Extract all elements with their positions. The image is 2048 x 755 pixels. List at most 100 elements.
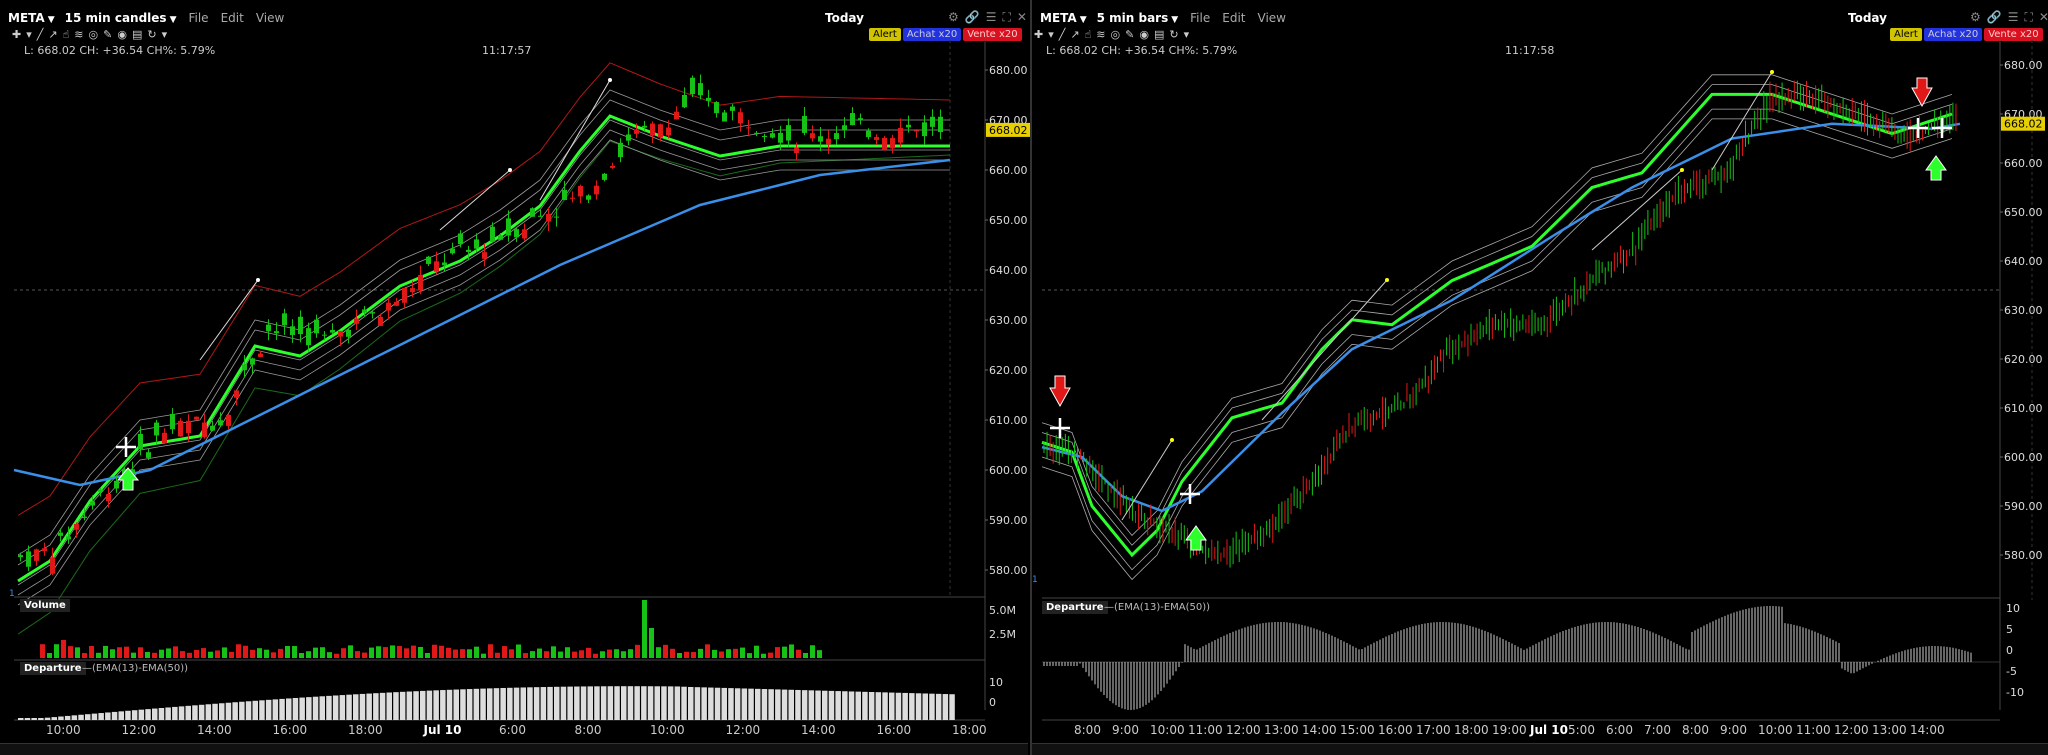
brush-icon[interactable]: ✎ [1125, 28, 1135, 41]
candle-body [298, 316, 303, 335]
departure-bar [292, 698, 299, 720]
candle-body [482, 252, 487, 259]
pointer-icon[interactable]: ☝ [62, 28, 70, 41]
departure-bar [909, 693, 915, 720]
volume-bar [285, 645, 290, 658]
volume-bar [173, 646, 178, 658]
menu-view[interactable]: View [1257, 11, 1286, 25]
dropdown-icon[interactable]: ▾ [1183, 28, 1190, 41]
volume-bar [775, 647, 780, 658]
volume-bar [54, 644, 59, 658]
dropdown-icon[interactable]: ▾ [26, 28, 32, 41]
volume-bar [75, 647, 80, 658]
departure-bar [78, 714, 84, 720]
arrow-icon[interactable]: ↗ [1070, 28, 1080, 41]
close-icon[interactable]: ✕ [2038, 10, 2048, 24]
eye-icon[interactable]: ◉ [1139, 28, 1149, 41]
departure-bar [386, 692, 392, 720]
time-tick-label: 12:00 [1226, 723, 1261, 737]
volume-bar [432, 644, 437, 658]
volume-bar [159, 649, 164, 658]
today-button[interactable]: Today [1848, 11, 1887, 25]
departure-bar [326, 695, 332, 720]
expand-icon[interactable]: ⛶ [1002, 10, 1011, 24]
gear-icon[interactable]: ⚙ [948, 10, 959, 24]
today-button[interactable]: Today [825, 11, 864, 25]
candle-body [234, 390, 239, 398]
menu-edit[interactable]: Edit [1222, 11, 1246, 25]
symbol-selector[interactable]: META ▼ [8, 11, 55, 25]
time-tick-label: 19:00 [1492, 723, 1527, 737]
timeframe-selector[interactable]: 15 min candles ▼ [65, 11, 177, 25]
price-chart-left[interactable]: 680.00670.00660.00650.00640.00630.00620.… [0, 0, 1030, 755]
expand-icon[interactable]: ⛶ [2024, 10, 2033, 24]
symbol-selector[interactable]: META ▼ [1040, 11, 1087, 25]
departure-bar [453, 689, 459, 720]
eye-icon[interactable]: ◉ [117, 28, 127, 41]
menu-edit[interactable]: Edit [220, 11, 244, 25]
buy-arrow-icon [1185, 525, 1207, 551]
brush-icon[interactable]: ✎ [103, 28, 113, 41]
link-icon[interactable]: 🔗 [964, 10, 980, 24]
price-chart-right[interactable]: 680.00670.00660.00650.00640.00630.00620.… [1032, 0, 2048, 755]
layers-icon[interactable]: ▤ [131, 28, 143, 41]
pointer-icon[interactable]: ☝ [1084, 28, 1092, 41]
volume-bar [516, 644, 521, 658]
dropdown-icon[interactable]: ▾ [161, 28, 168, 41]
crosshair-icon[interactable]: ✚ [1034, 28, 1044, 41]
menu-file[interactable]: File [1190, 11, 1211, 25]
menu-file[interactable]: File [188, 11, 209, 25]
link-icon[interactable]: 🔗 [1986, 10, 2002, 24]
candle-body [578, 186, 583, 197]
fib-icon[interactable]: ≋ [1096, 28, 1106, 41]
candle-body [138, 433, 143, 449]
candle-body [490, 226, 495, 242]
candle-body [370, 312, 375, 314]
volume-bar [719, 651, 724, 658]
departure-bar [239, 701, 245, 720]
sell-button[interactable]: Vente x20 [963, 28, 1022, 41]
departure-bar [339, 695, 346, 720]
alert-button[interactable]: Alert [1890, 28, 1922, 41]
timeframe-selector[interactable]: 5 min bars ▼ [1097, 11, 1179, 25]
departure-bar [426, 690, 433, 720]
departure-bar [58, 716, 64, 720]
departure-bar [647, 686, 654, 720]
draw-line-icon[interactable]: ╱ [36, 28, 44, 41]
time-tick-label: 8:00 [1682, 723, 1709, 737]
menu-view[interactable]: View [255, 11, 285, 25]
draw-line-icon[interactable]: ╱ [1058, 28, 1066, 41]
crosshair-icon[interactable]: ✚ [12, 28, 22, 41]
departure-bar [714, 687, 721, 720]
gear-icon[interactable]: ⚙ [1970, 10, 1981, 24]
drawing-toolbar: ✚ ▾ ╱ ↗ ☝ ≋ ◎ ✎ ◉ ▤ ↻ ▾ [12, 28, 167, 41]
departure-bar [788, 689, 794, 720]
departure-bar [527, 687, 533, 720]
volume-bar [544, 651, 549, 658]
buy-button[interactable]: Achat x20 [1923, 28, 1983, 41]
arrow-icon[interactable]: ↗ [48, 28, 58, 41]
sell-button[interactable]: Vente x20 [1984, 28, 2043, 41]
buy-button[interactable]: Achat x20 [902, 28, 962, 41]
layers-icon[interactable]: ▤ [1153, 28, 1165, 41]
alert-button[interactable]: Alert [869, 28, 901, 41]
time-scrollbar[interactable] [0, 743, 1028, 755]
departure-bar [359, 693, 366, 720]
refresh-icon[interactable]: ↻ [147, 28, 157, 41]
volume-bar [348, 645, 353, 658]
volume-bar [327, 652, 332, 658]
target-icon[interactable]: ◎ [88, 28, 99, 41]
refresh-icon[interactable]: ↻ [1169, 28, 1179, 41]
settings-icon[interactable]: ☰ [2007, 10, 2019, 24]
settings-icon[interactable]: ☰ [985, 10, 997, 24]
departure-bar [185, 705, 191, 720]
time-scrollbar[interactable] [1032, 743, 2048, 755]
fib-icon[interactable]: ≋ [74, 28, 84, 41]
volume-bar [614, 649, 619, 658]
time-tick-label: 12:00 [122, 723, 157, 737]
target-icon[interactable]: ◎ [1110, 28, 1121, 41]
departure-bar [312, 696, 319, 720]
dropdown-icon[interactable]: ▾ [1048, 28, 1054, 41]
departure-bar [775, 689, 781, 720]
close-icon[interactable]: ✕ [1016, 10, 1027, 24]
